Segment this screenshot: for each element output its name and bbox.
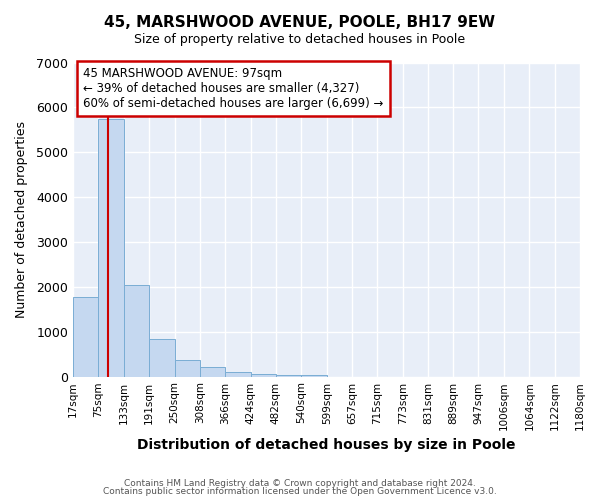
Bar — [251, 374, 276, 376]
Text: 45 MARSHWOOD AVENUE: 97sqm
← 39% of detached houses are smaller (4,327)
60% of s: 45 MARSHWOOD AVENUE: 97sqm ← 39% of deta… — [83, 67, 384, 110]
Bar — [73, 296, 98, 376]
X-axis label: Distribution of detached houses by size in Poole: Distribution of detached houses by size … — [137, 438, 516, 452]
Bar — [301, 375, 327, 376]
Text: Contains public sector information licensed under the Open Government Licence v3: Contains public sector information licen… — [103, 487, 497, 496]
Bar — [225, 372, 251, 376]
Text: Size of property relative to detached houses in Poole: Size of property relative to detached ho… — [134, 32, 466, 46]
Text: 45, MARSHWOOD AVENUE, POOLE, BH17 9EW: 45, MARSHWOOD AVENUE, POOLE, BH17 9EW — [104, 15, 496, 30]
Text: Contains HM Land Registry data © Crown copyright and database right 2024.: Contains HM Land Registry data © Crown c… — [124, 478, 476, 488]
Bar — [98, 120, 124, 376]
Y-axis label: Number of detached properties: Number of detached properties — [15, 121, 28, 318]
Bar — [175, 360, 200, 376]
Bar — [149, 340, 175, 376]
Bar — [200, 366, 225, 376]
Bar — [276, 374, 301, 376]
Bar — [124, 284, 149, 376]
